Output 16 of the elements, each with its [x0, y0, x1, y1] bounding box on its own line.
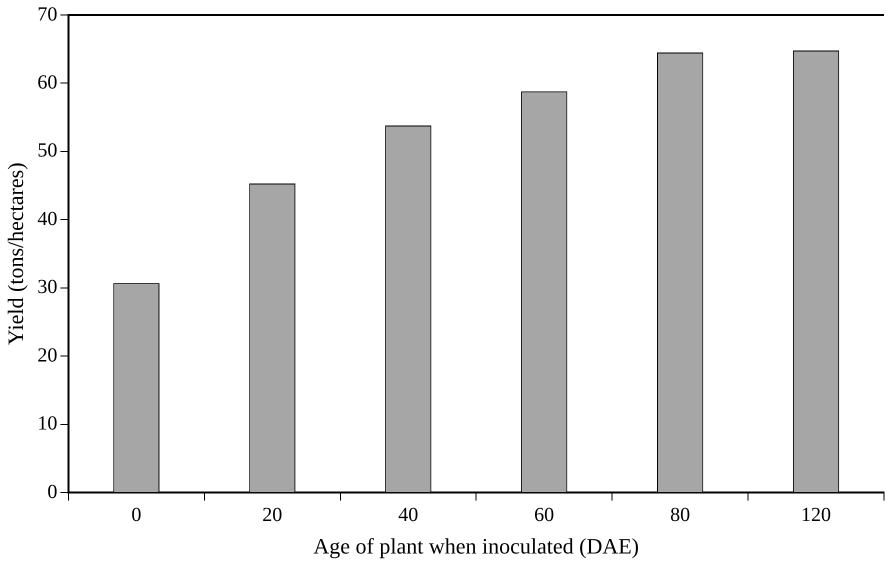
y-tick-label: 20: [37, 344, 58, 366]
y-tick-label: 70: [37, 3, 58, 26]
y-tick-label: 40: [37, 208, 58, 230]
y-tick-label: 0: [47, 480, 58, 503]
x-tick-label: 20: [262, 504, 282, 526]
x-tick-label: 60: [534, 504, 554, 526]
y-tick-label: 30: [37, 276, 58, 298]
x-tick-label: 40: [398, 504, 418, 526]
x-tick-label: 0: [131, 504, 142, 526]
x-tick-label: 80: [670, 504, 690, 526]
y-tick-label: 50: [37, 140, 58, 162]
y-tick-label: 60: [37, 71, 58, 94]
y-axis-title: Yield (tons/hectares): [2, 162, 28, 346]
x-tick-label: 120: [801, 504, 832, 526]
y-tick-label: 10: [37, 412, 58, 435]
x-axis-title: Age of plant when inoculated (DAE): [313, 534, 640, 559]
